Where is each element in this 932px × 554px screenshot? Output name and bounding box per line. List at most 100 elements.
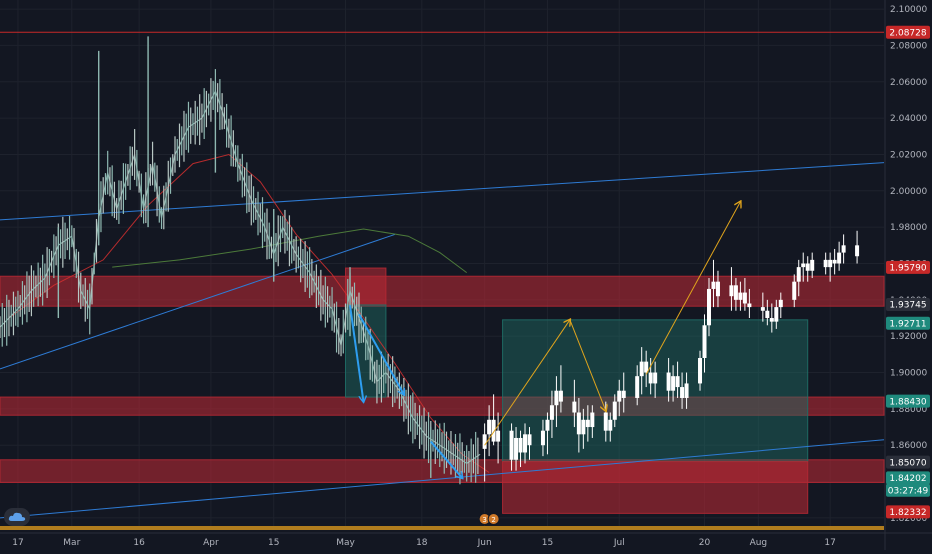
price-tag-label: 1.82332 [889,508,926,518]
projection-up-2[interactable] [645,202,740,375]
time-axis-label: 17 [12,538,23,548]
candle-body[interactable] [635,376,640,398]
candle-body[interactable] [698,357,703,384]
price-tag-box [886,505,930,519]
candle-body[interactable] [572,401,577,413]
candle-body[interactable] [487,419,492,435]
time-axis-label: 15 [268,538,279,548]
price-axis-label: 2.08000 [890,41,927,51]
price-tag-label: 1.88430 [889,397,926,407]
candle-body[interactable] [496,430,501,442]
drop-arrow-3[interactable] [430,440,462,478]
candle-body[interactable] [590,412,595,428]
candle-body[interactable] [778,299,783,308]
drop-arrow-2[interactable] [358,313,404,394]
resistance-zone-middle[interactable] [0,396,885,416]
resistance-zone-upper[interactable] [0,275,885,307]
candle-body[interactable] [828,259,833,268]
candle-body[interactable] [648,372,653,384]
candle-body[interactable] [545,419,550,431]
projection-up-1[interactable] [484,320,570,446]
candle-body[interactable] [549,405,554,420]
candle-body[interactable] [684,383,689,398]
candle-body[interactable] [666,372,671,391]
candle-body[interactable] [621,390,626,398]
candle-body[interactable] [801,263,806,268]
candle-body[interactable] [644,361,649,373]
price-tag-label: 1.85070 [889,458,926,468]
lower-channel-line[interactable] [0,439,885,519]
candle-body[interactable] [733,285,738,300]
candle-body[interactable] [841,245,846,253]
candle-body[interactable] [603,412,608,431]
candle-body[interactable] [747,303,752,308]
candle-body[interactable] [774,307,779,322]
candle-body[interactable] [482,434,487,449]
candle-body[interactable] [671,376,676,391]
candle-body[interactable] [540,430,545,446]
candle-body[interactable] [855,245,860,257]
price-axis-label: 1.88000 [890,405,927,415]
candle-body[interactable] [738,292,743,300]
price-axis-label: 1.92000 [890,332,927,342]
candle-body[interactable] [792,281,797,300]
candle-body[interactable] [527,434,532,446]
candle-body[interactable] [554,390,559,406]
candle-body[interactable] [832,259,837,264]
candle-body[interactable] [612,401,617,420]
tradingview-logo[interactable] [4,508,30,526]
candle-body[interactable] [576,412,581,435]
candle-body[interactable] [514,437,519,460]
candle-body[interactable] [585,419,590,428]
candle-body[interactable] [742,292,747,304]
price-tag-box [886,483,930,497]
sma-green-line[interactable] [112,228,467,274]
candle-body[interactable] [796,267,801,282]
price-tag-label: 1.93745 [889,301,926,311]
event-marker[interactable] [487,513,500,525]
candle-body[interactable] [509,430,514,460]
candle-body[interactable] [702,325,707,358]
time-axis[interactable]: 17 Mar 16 Apr 15 May 18 Jun 15 Jul 20 Aug 17 [0,532,932,548]
rising-trendline[interactable] [0,233,396,370]
price-axis-label: 1.98000 [890,223,927,233]
candle-body[interactable] [680,387,685,398]
price-tag-box [886,471,930,485]
candle-body[interactable] [617,390,622,402]
short-stop-zone[interactable] [345,267,387,306]
time-axis-label: May [336,538,355,548]
time-axis-label: 16 [133,538,145,548]
upper-channel-line[interactable] [0,162,885,221]
candle-body[interactable] [523,434,528,453]
price-tag-box [886,260,930,274]
candle-body[interactable] [729,285,734,297]
candle-body[interactable] [675,376,680,388]
price-layer [0,36,481,485]
drop-arrow-1[interactable] [349,305,363,401]
candle-body[interactable] [715,281,720,297]
candle-body[interactable] [639,361,644,377]
candle-body[interactable] [810,259,815,271]
candle-body[interactable] [608,419,613,431]
projection-down[interactable] [569,319,606,411]
price-tag-box [886,25,930,39]
candle-body[interactable] [760,307,765,311]
candle-body[interactable] [653,372,658,384]
candle-body[interactable] [769,318,774,322]
candle-body[interactable] [581,419,586,435]
candle-body[interactable] [711,281,716,289]
candle-body[interactable] [558,390,563,402]
candle-body[interactable] [823,259,828,268]
sma-red-line[interactable] [8,153,490,473]
candle-body[interactable] [805,263,810,271]
candle-body[interactable] [765,310,770,319]
candle-body[interactable] [837,252,842,264]
candle-body[interactable] [706,288,711,326]
candle-body[interactable] [518,437,523,453]
long-stop-zone[interactable] [502,461,809,514]
price-tag-box [886,316,930,330]
candle-body[interactable] [491,419,496,442]
